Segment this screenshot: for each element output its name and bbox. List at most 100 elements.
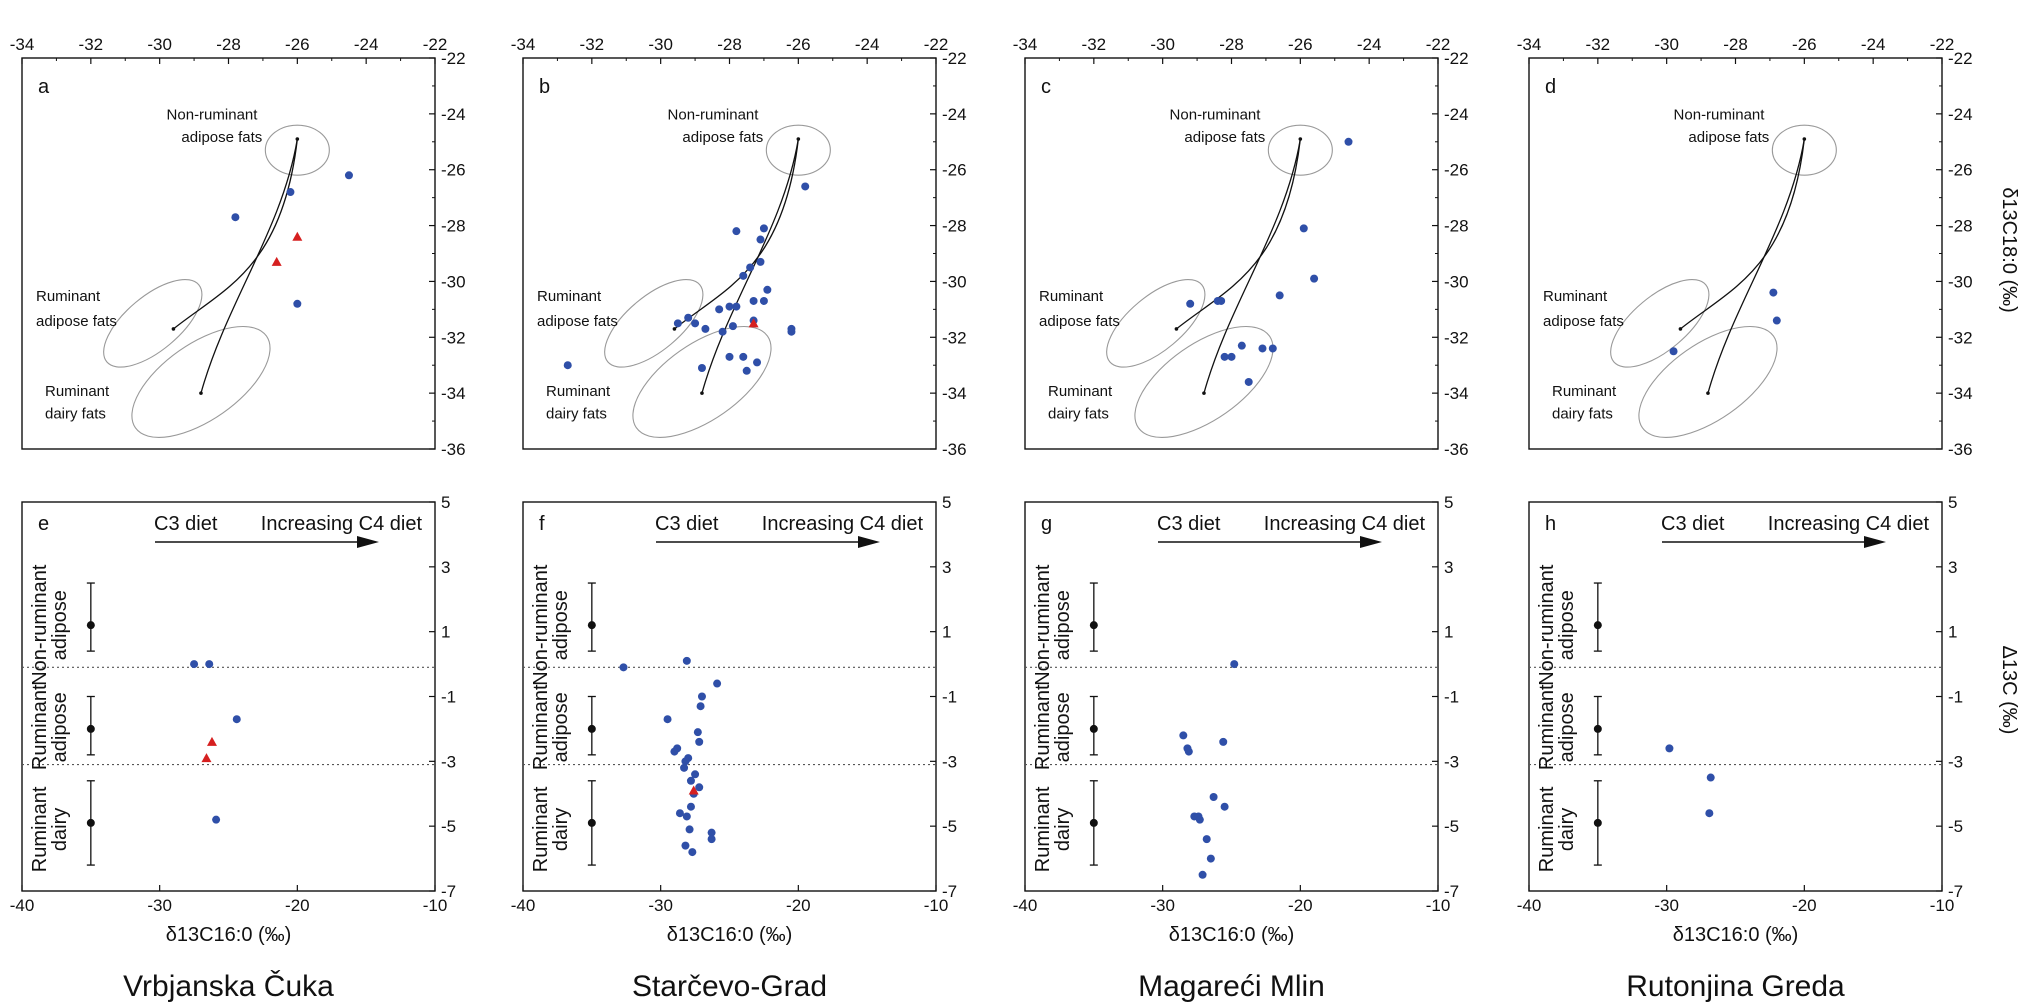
y-tick-label: -7 bbox=[1948, 882, 1963, 901]
data-point-triangle bbox=[688, 785, 699, 795]
data-point-circle bbox=[739, 352, 748, 361]
data-point-circle bbox=[759, 224, 768, 233]
reference-mean bbox=[86, 724, 95, 733]
x-tick-label: -24 bbox=[855, 35, 880, 54]
panel-g bbox=[1024, 501, 1439, 892]
diet-label-c3: C3 diet bbox=[154, 513, 218, 535]
label-ruminant-adipose: adipose fats bbox=[1543, 313, 1624, 330]
data-point-circle bbox=[344, 171, 353, 180]
data-point-circle bbox=[1206, 854, 1215, 863]
ruminant-adipose-ellipse bbox=[1610, 279, 1710, 368]
data-point-circle bbox=[695, 737, 704, 746]
end-member-point bbox=[1706, 391, 1710, 395]
y-tick-label: -34 bbox=[1444, 384, 1469, 403]
group-label-ruminant-adipose: adipose bbox=[49, 692, 71, 762]
data-point-circle bbox=[707, 828, 716, 837]
y-tick-label: 5 bbox=[441, 493, 450, 512]
nonruminant-ellipse bbox=[1267, 124, 1333, 176]
data-point-triangle bbox=[206, 736, 217, 746]
label-ruminant-dairy: Ruminant bbox=[45, 383, 110, 400]
label-ruminant-adipose: Ruminant bbox=[1039, 288, 1104, 305]
data-point-circle bbox=[697, 364, 706, 373]
data-point-circle bbox=[718, 327, 727, 336]
y-tick-label: -34 bbox=[942, 384, 967, 403]
data-point-circle bbox=[1186, 299, 1195, 308]
diet-label-c4: Increasing C4 diet bbox=[762, 513, 924, 535]
x-tick-label: -20 bbox=[1792, 896, 1817, 915]
panel-f bbox=[522, 501, 937, 892]
y-tick-label: 1 bbox=[1948, 623, 1957, 642]
mixing-curve-adipose bbox=[173, 138, 298, 330]
data-point-circle bbox=[212, 815, 221, 824]
panel-d bbox=[1528, 57, 1943, 450]
ruminant-dairy-ellipse bbox=[1638, 325, 1778, 438]
panel-letter: a bbox=[38, 76, 50, 98]
data-point-circle bbox=[691, 770, 700, 779]
x-tick-label: -22 bbox=[1930, 35, 1955, 54]
data-point-circle bbox=[688, 848, 697, 857]
y-tick-label: -32 bbox=[942, 328, 967, 347]
site-name: Magareći Mlin bbox=[1138, 970, 1325, 1003]
data-point-circle bbox=[753, 358, 762, 367]
end-member-point bbox=[672, 327, 677, 331]
x-tick-label: -34 bbox=[1517, 35, 1542, 54]
data-point-circle bbox=[691, 319, 700, 328]
y-tick-label: -22 bbox=[942, 49, 967, 68]
label-nonruminant: adipose fats bbox=[1184, 129, 1265, 146]
x-tick-label: -30 bbox=[1654, 896, 1679, 915]
data-point-circle bbox=[1299, 224, 1308, 233]
reference-mean bbox=[587, 621, 596, 630]
group-label-ruminant-dairy: Ruminant bbox=[530, 786, 552, 872]
y-tick-label: -7 bbox=[1444, 882, 1459, 901]
x-tick-label: -28 bbox=[216, 35, 241, 54]
data-point-circle bbox=[725, 352, 734, 361]
end-member-point bbox=[1298, 137, 1303, 141]
y-tick-label: -5 bbox=[942, 817, 957, 836]
y-tick-label: -5 bbox=[1444, 817, 1459, 836]
ruminant-dairy-ellipse bbox=[131, 325, 271, 438]
end-member-point bbox=[1678, 327, 1683, 331]
mixing-curve-dairy bbox=[200, 138, 298, 394]
x-tick-label: -32 bbox=[1082, 35, 1107, 54]
data-point-circle bbox=[686, 802, 695, 811]
reference-mean bbox=[86, 818, 95, 827]
y-tick-label: -28 bbox=[1444, 217, 1469, 236]
y-tick-label: -26 bbox=[1444, 161, 1469, 180]
data-point-circle bbox=[205, 660, 214, 669]
data-point-circle bbox=[1213, 296, 1222, 305]
label-nonruminant: adipose fats bbox=[682, 129, 763, 146]
end-member-point bbox=[1202, 391, 1206, 395]
y-tick-label: -36 bbox=[942, 440, 967, 459]
nonruminant-ellipse bbox=[264, 124, 330, 176]
data-point-circle bbox=[715, 305, 724, 314]
data-point-circle bbox=[695, 783, 704, 792]
diet-label-c4: Increasing C4 diet bbox=[261, 513, 423, 535]
x-tick-label: -34 bbox=[511, 35, 536, 54]
label-ruminant-adipose: adipose fats bbox=[537, 313, 618, 330]
diet-label-c4: Increasing C4 diet bbox=[1768, 513, 1930, 535]
diet-arrow-head bbox=[1864, 536, 1886, 548]
data-point-circle bbox=[1244, 377, 1253, 386]
y-tick-label: -30 bbox=[441, 272, 466, 291]
x-tick-label: -22 bbox=[924, 35, 949, 54]
y-tick-label: 1 bbox=[1444, 623, 1453, 642]
end-member-point bbox=[700, 391, 704, 395]
plot-frame bbox=[21, 501, 436, 892]
data-point-circle bbox=[684, 313, 693, 322]
data-point-circle bbox=[663, 715, 672, 724]
reference-mean bbox=[587, 724, 596, 733]
end-member-point bbox=[1174, 327, 1179, 331]
y-tick-label: -30 bbox=[1948, 272, 1973, 291]
group-label-nonruminant: Non-ruminant bbox=[29, 564, 51, 686]
x-tick-label: -30 bbox=[648, 896, 673, 915]
y-tick-label: -22 bbox=[441, 49, 466, 68]
ruminant-dairy-ellipse bbox=[632, 325, 772, 438]
ruminant-adipose-ellipse bbox=[103, 279, 203, 368]
reference-mean bbox=[587, 818, 596, 827]
diet-arrow-head bbox=[1360, 536, 1382, 548]
y-tick-label: 5 bbox=[1444, 493, 1453, 512]
label-nonruminant: Non-ruminant bbox=[668, 106, 760, 123]
x-tick-label: -30 bbox=[1150, 35, 1175, 54]
group-label-ruminant-dairy: dairy bbox=[550, 808, 572, 851]
